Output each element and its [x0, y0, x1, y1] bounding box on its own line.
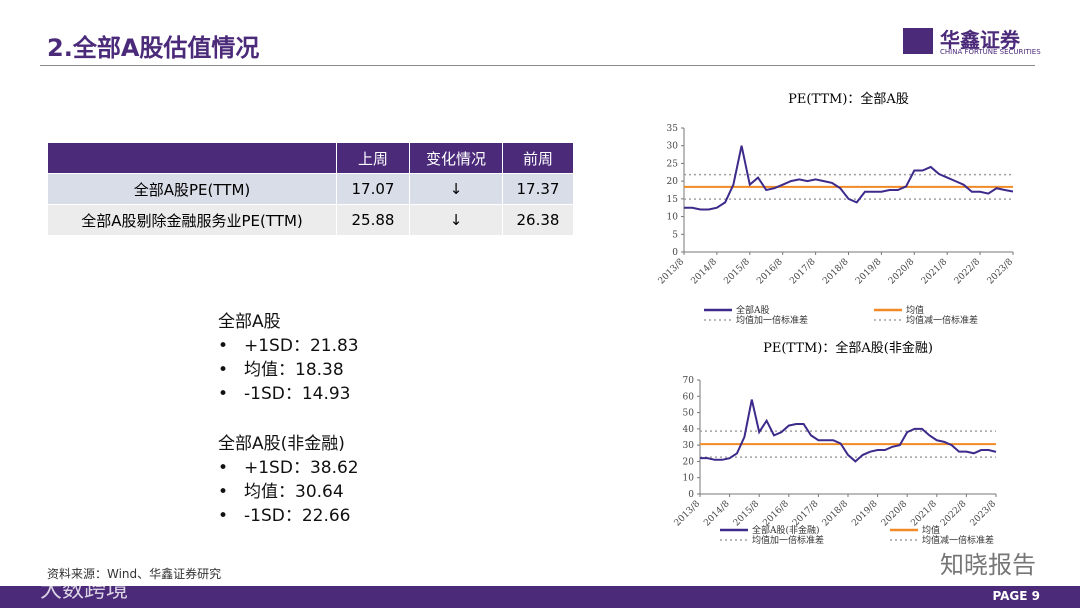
logo-icon — [903, 28, 933, 54]
stats-block: 全部A股(非金融) +1SD：38.62均值：30.64-1SD：22.66 — [218, 432, 359, 528]
x-tick-label: 2023/8 — [969, 499, 999, 529]
y-tick-label: 10 — [683, 474, 695, 484]
cell: 全部A股PE(TTM) — [47, 173, 337, 205]
x-tick-label: 2014/8 — [690, 257, 720, 287]
x-tick-label: 2021/8 — [920, 257, 950, 287]
y-tick-label: 20 — [683, 457, 695, 467]
header-cell: 上周 — [336, 143, 410, 174]
header-cell: 前周 — [502, 143, 573, 174]
stats-item: -1SD：22.66 — [218, 504, 359, 528]
cell: 全部A股剔除金融服务业PE(TTM) — [47, 204, 337, 235]
logo-subtext: CHINA FORTUNE SECURITIES — [940, 48, 1041, 56]
y-tick-label: 25 — [667, 159, 679, 169]
legend-label: 均值减一倍标准差 — [906, 314, 978, 326]
x-tick-label: 2019/8 — [854, 257, 884, 287]
source: 资料来源：Wind、华鑫证券研究 — [47, 567, 222, 581]
x-tick-label: 2022/8 — [953, 257, 983, 287]
watermark: 大数跨境 — [40, 578, 129, 603]
header-cell: 变化情况 — [409, 143, 503, 174]
legend-label: 全部A股(非金融) — [752, 524, 820, 536]
divider — [40, 65, 1035, 66]
cell: ↓ — [409, 173, 503, 205]
y-tick-label: 35 — [667, 124, 679, 134]
page-number: PAGE 9 — [992, 589, 1040, 603]
x-tick-label: 2013/8 — [657, 257, 687, 287]
stats-item: 均值：30.64 — [218, 480, 359, 504]
stats-title: 全部A股 — [218, 312, 281, 332]
cell: ↓ — [409, 204, 503, 235]
y-tick-label: 70 — [683, 376, 695, 386]
x-tick-label: 2022/8 — [939, 499, 969, 529]
y-tick-label: 40 — [683, 425, 695, 435]
x-tick-label: 2018/8 — [821, 499, 851, 529]
x-tick-label: 2018/8 — [821, 257, 851, 287]
x-tick-label: 2016/8 — [761, 499, 791, 529]
x-tick-label: 2015/8 — [732, 499, 762, 529]
cell: 25.88 — [336, 204, 410, 235]
legend-label: 全部A股 — [736, 304, 770, 316]
x-tick-label: 2017/8 — [788, 257, 818, 287]
y-tick-label: 0 — [672, 248, 678, 258]
stats-item: +1SD：21.83 — [218, 334, 359, 358]
chart-title: PE(TTM)：全部A股 — [788, 91, 909, 107]
y-tick-label: 10 — [667, 213, 679, 223]
x-tick-label: 2014/8 — [702, 499, 732, 529]
y-tick-label: 30 — [667, 142, 679, 152]
x-tick-label: 2021/8 — [909, 499, 939, 529]
stats-title: 全部A股(非金融) — [218, 434, 345, 454]
series-line — [700, 399, 997, 463]
cell: 26.38 — [502, 204, 573, 235]
y-tick-label: 0 — [688, 490, 694, 500]
legend-label: 均值 — [906, 304, 924, 316]
cell: 17.37 — [502, 173, 573, 205]
stats-block: 全部A股 +1SD：21.83均值：18.38-1SD：14.93 — [218, 310, 359, 406]
x-tick-label: 2013/8 — [673, 499, 703, 529]
stats-item: +1SD：38.62 — [218, 456, 359, 480]
stats-item: 均值：18.38 — [218, 358, 359, 382]
x-tick-label: 2015/8 — [722, 257, 752, 287]
header-cell — [47, 143, 337, 174]
pe-table: 上周 变化情况 前周 全部A股PE(TTM) 17.07 ↓ 17.37 全部A股剔除金融… — [47, 143, 573, 235]
x-tick-label: 2020/8 — [880, 499, 910, 529]
chart-title: PE(TTM)：全部A股(非金融) — [763, 340, 933, 356]
legend-label: 均值加一倍标准差 — [736, 314, 808, 326]
x-tick-label: 2020/8 — [887, 257, 917, 287]
y-tick-label: 60 — [683, 392, 695, 402]
header-row: 上周 变化情况 前周 — [47, 143, 573, 174]
x-tick-label: 2017/8 — [791, 499, 821, 529]
x-tick-label: 2023/8 — [986, 257, 1016, 287]
x-tick-label: 2019/8 — [850, 499, 880, 529]
x-tick-label: 2016/8 — [755, 257, 785, 287]
cell: 17.07 — [336, 173, 410, 205]
series-line — [684, 145, 1014, 211]
logo-text: 华鑫证券 — [940, 28, 1020, 52]
legend-label: 均值加一倍标准差 — [752, 534, 824, 546]
footer-bar — [0, 586, 1080, 608]
row: 全部A股PE(TTM) 17.07 ↓ 17.37 — [47, 173, 573, 205]
y-tick-label: 15 — [667, 195, 679, 205]
watermark: 知晓报告 — [940, 551, 1036, 579]
row: 全部A股剔除金融服务业PE(TTM) 25.88 ↓ 26.38 — [47, 204, 573, 235]
stats-item: -1SD：14.93 — [218, 382, 359, 406]
y-tick-label: 30 — [683, 441, 695, 451]
y-tick-label: 5 — [672, 230, 678, 240]
y-tick-label: 50 — [683, 409, 695, 419]
y-tick-label: 20 — [667, 177, 679, 187]
legend-label: 均值 — [922, 524, 940, 536]
legend-label: 均值减一倍标准差 — [922, 534, 994, 546]
slide-title: 2.全部A股估值情况 — [47, 34, 260, 62]
